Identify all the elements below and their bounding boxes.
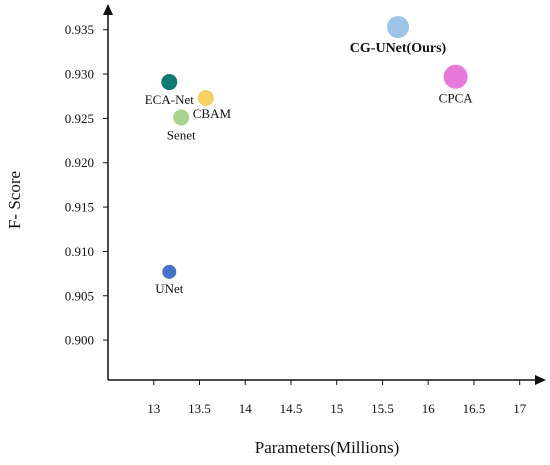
point-label: UNet [155,281,184,296]
point-label: ECA-Net [145,92,194,107]
x-tick-label: 14.5 [280,401,303,416]
y-tick-label: 0.900 [65,333,94,348]
point-eca-net [161,74,178,91]
x-ticks: 13 13.5 14 14.5 15 15.5 16 16.5 17 [147,380,527,416]
point-senet [173,109,190,126]
x-tick-label: 14 [239,401,253,416]
y-tick-label: 0.920 [65,155,94,170]
point-cpca [443,64,468,89]
y-ticks: 0.900 0.905 0.910 0.915 0.920 0.925 0.930 0.935 [65,22,108,348]
x-axis-arrow [535,375,546,385]
point-unet [162,264,177,279]
x-tick-label: 13 [147,401,160,416]
y-tick-label: 0.935 [65,22,94,37]
x-tick-label: 16.5 [463,401,486,416]
point-cg-unet-ours- [387,16,410,39]
point-label: Senet [167,128,196,143]
x-tick-label: 15.5 [371,401,394,416]
point-label: CPCA [439,91,474,106]
y-tick-label: 0.905 [65,288,94,303]
x-tick-label: 17 [513,401,527,416]
x-tick-label: 13.5 [188,401,211,416]
axes [103,4,546,385]
x-tick-label: 16 [422,401,436,416]
y-tick-label: 0.925 [65,111,94,126]
point-cbam [197,90,214,107]
y-tick-label: 0.930 [65,67,94,82]
y-tick-label: 0.915 [65,200,94,215]
y-axis-arrow [103,4,113,15]
y-tick-label: 0.910 [65,244,94,259]
point-label: CBAM [193,106,232,121]
x-tick-label: 15 [330,401,343,416]
y-axis-title: F- Score [5,171,24,229]
x-axis-title: Parameters(Millions) [255,438,399,457]
point-label: CG-UNet(Ours) [350,41,447,56]
